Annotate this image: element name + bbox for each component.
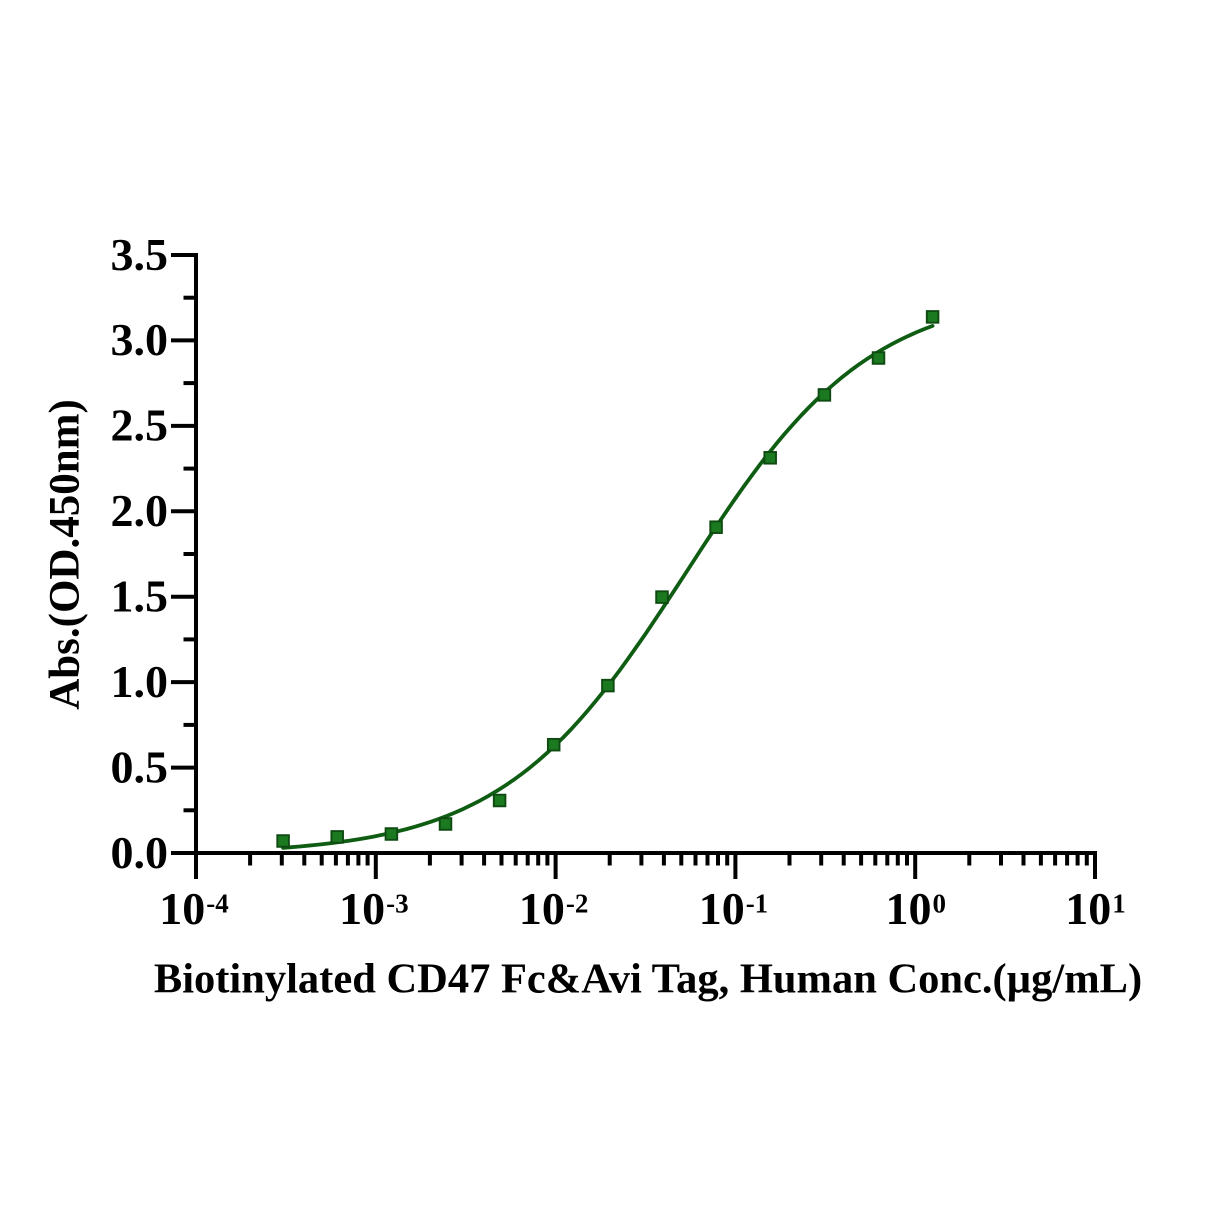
svg-text:0.5: 0.5 [111, 741, 169, 792]
svg-text:Abs.(OD.450nm): Abs.(OD.450nm) [42, 399, 89, 710]
svg-text:10-3: 10-3 [339, 883, 409, 934]
svg-text:3.5: 3.5 [111, 229, 169, 280]
svg-text:3.0: 3.0 [111, 314, 169, 365]
svg-text:Biotinylated CD47 Fc&Avi Tag,: Biotinylated CD47 Fc&Avi Tag, Human Conc… [154, 956, 1142, 1003]
svg-text:2.0: 2.0 [111, 485, 169, 536]
svg-text:1.5: 1.5 [111, 571, 169, 622]
svg-text:1.0: 1.0 [111, 656, 169, 707]
svg-text:10-4: 10-4 [159, 883, 229, 934]
svg-text:2.5: 2.5 [111, 400, 169, 451]
svg-text:0.0: 0.0 [111, 827, 169, 878]
